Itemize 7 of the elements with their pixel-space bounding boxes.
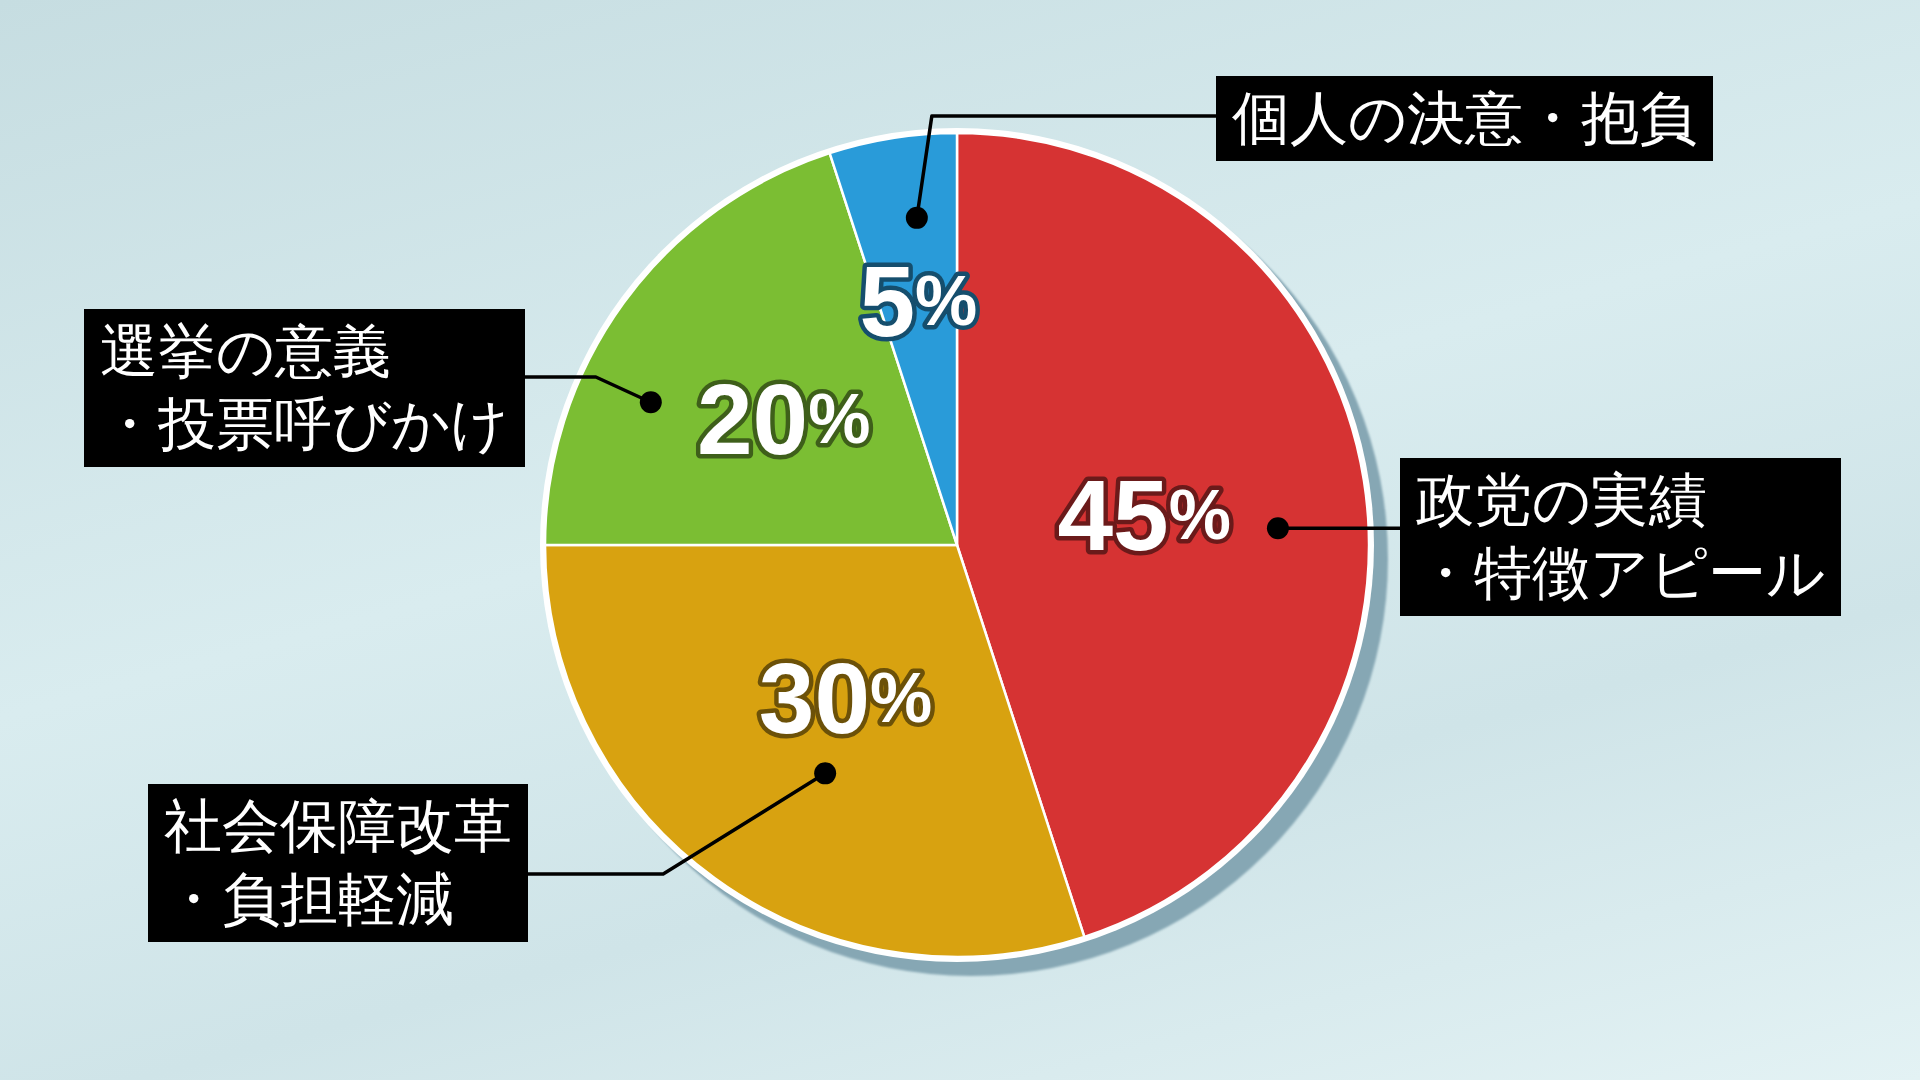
- slice-label: 選挙の意義・投票呼びかけ: [100, 316, 509, 460]
- data-label: 45%: [1057, 459, 1231, 572]
- slice-label: 社会保障改革・負担軽減: [164, 791, 512, 935]
- slice-label: 政党の実績・特徴アピール: [1416, 465, 1825, 609]
- data-label: 20%: [696, 363, 871, 476]
- slice-label: 個人の決意・抱負: [1232, 83, 1697, 154]
- data-label: 30%: [758, 642, 933, 755]
